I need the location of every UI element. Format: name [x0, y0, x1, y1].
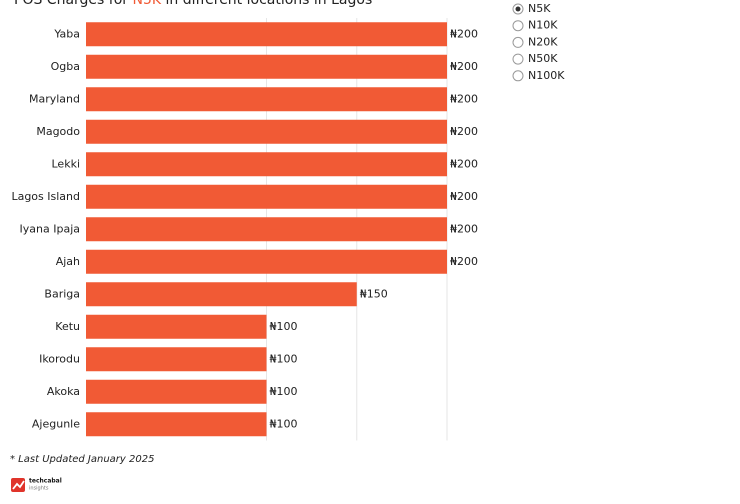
value-label: ₦100: [270, 352, 298, 365]
title-part: POS Charges for: [14, 0, 132, 8]
value-label: ₦200: [450, 255, 478, 268]
bar: [86, 152, 447, 177]
bar: [86, 282, 357, 307]
y-tick-label: Maryland: [29, 92, 80, 105]
bar: [86, 379, 267, 404]
radio-button[interactable]: [512, 53, 524, 65]
y-tick-label: Ajegunle: [32, 417, 80, 430]
footnote: * Last Updated January 2025: [10, 454, 154, 465]
value-label: ₦200: [450, 222, 478, 235]
value-label: ₦200: [450, 157, 478, 170]
radio-button[interactable]: [512, 70, 524, 82]
bar: [86, 347, 267, 372]
y-tick-label: Akoka: [47, 385, 80, 398]
y-tick-label: Ajah: [56, 255, 80, 268]
value-label: ₦200: [450, 27, 478, 40]
y-tick-label: Lekki: [52, 157, 81, 170]
radio-label[interactable]: N20K: [528, 35, 558, 48]
radio-option[interactable]: N5K: [512, 2, 551, 15]
y-tick-label: Bariga: [44, 287, 80, 300]
value-label: ₦150: [360, 287, 388, 300]
y-tick-label: Ikorodu: [39, 352, 80, 365]
radio-label[interactable]: N10K: [528, 19, 558, 32]
radio-label[interactable]: N100K: [528, 69, 565, 82]
radio-label[interactable]: N50K: [528, 52, 558, 65]
bar: [86, 412, 267, 437]
bar: [86, 314, 267, 339]
bar: [86, 184, 447, 209]
y-tick-label: Magodo: [36, 125, 80, 138]
bar: [86, 87, 447, 112]
y-tick-label: Ogba: [51, 60, 80, 73]
bar: [86, 22, 447, 47]
bar: [86, 249, 447, 274]
bar: [86, 217, 447, 242]
value-label: ₦100: [270, 417, 298, 430]
radio-button[interactable]: [512, 36, 524, 48]
radio-label[interactable]: N5K: [528, 2, 551, 15]
radio-option[interactable]: N10K: [512, 19, 558, 32]
logo-sub: insights: [29, 486, 49, 492]
chart-title: POS Charges for N5K in different locatio…: [14, 0, 372, 8]
bar: [86, 119, 447, 144]
y-tick-label: Iyana Ipaja: [20, 222, 80, 235]
logo: techcabal insights: [11, 478, 62, 492]
logo-name: techcabal: [29, 478, 62, 485]
value-label: ₦200: [450, 190, 478, 203]
value-label: ₦100: [270, 320, 298, 333]
y-tick-label: Yaba: [53, 27, 80, 40]
radio-option[interactable]: N100K: [512, 69, 565, 82]
value-label: ₦200: [450, 60, 478, 73]
radio-option[interactable]: N20K: [512, 35, 558, 48]
title-part: in different locations in Lagos: [161, 0, 372, 8]
y-tick-label: Lagos Island: [11, 190, 80, 203]
value-label: ₦100: [270, 385, 298, 398]
value-label: ₦200: [450, 92, 478, 105]
value-label: ₦200: [450, 125, 478, 138]
radio-dot: [515, 6, 521, 12]
y-tick-label: Ketu: [55, 320, 80, 333]
bar: [86, 54, 447, 79]
title-part: N5K: [132, 0, 161, 8]
radio-button[interactable]: [512, 20, 524, 32]
logo-mark: [12, 480, 25, 490]
radio-option[interactable]: N50K: [512, 52, 558, 65]
